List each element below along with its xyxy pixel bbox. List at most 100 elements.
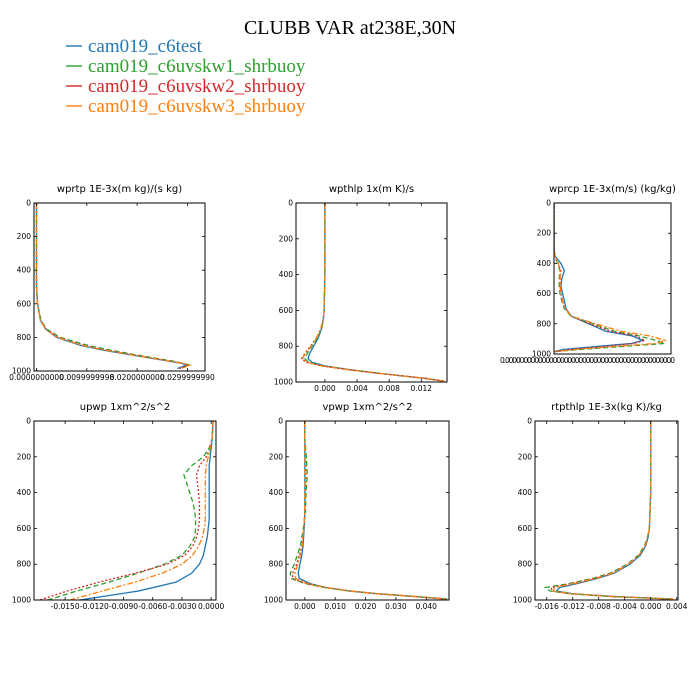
y-tick-label: 0 — [288, 199, 293, 208]
panel-3: wprcp 1E-3x(m/s) (kg/kg) 0 200 400 600 800 100… — [500, 184, 676, 365]
y-tick-label: 200 — [518, 452, 533, 461]
legend-item: cam019_c6uvskw1_shrbuoy — [66, 56, 306, 77]
legend-item: cam019_c6uvskw2_shrbuoy — [66, 76, 306, 97]
x-tick-label: -0.0150 — [51, 602, 80, 611]
panel-title: wprcp 1E-3x(m/s) (kg/kg) — [549, 184, 676, 195]
y-tick-label: 1000 — [513, 596, 532, 605]
legend-label: cam019_c6uvskw3_shrbuoy — [88, 96, 306, 117]
series-group — [554, 203, 668, 353]
plot-frame — [33, 420, 217, 601]
y-tick-label: 200 — [17, 232, 32, 241]
x-tick-label: -0.004 — [613, 602, 637, 611]
series-line — [47, 421, 214, 600]
x-tick-label: 0.0200000000 — [110, 373, 165, 382]
x-tick-label: 0.000 — [314, 384, 336, 393]
y-tick-label: 800 — [279, 342, 294, 351]
series-line — [304, 203, 445, 382]
x-tick-label: 0.0099999998 — [59, 373, 114, 382]
y-tick-label: 600 — [518, 524, 533, 533]
figure-title: CLUBB VAR at238E,30N — [244, 17, 456, 39]
series-group — [289, 421, 448, 600]
x-tick-label: 0.020 — [355, 602, 377, 611]
series-line — [35, 203, 193, 370]
y-tick-label: 600 — [17, 299, 32, 308]
y-tick-label: 1000 — [12, 367, 31, 376]
legend-label: cam019_c6uvskw1_shrbuoy — [88, 56, 306, 77]
series-line — [300, 203, 444, 382]
series-line — [554, 203, 668, 353]
y-tick-label: 600 — [537, 289, 552, 298]
x-tick-label: 0.012 — [411, 384, 433, 393]
series-line — [35, 203, 191, 370]
y-tick-label: 800 — [518, 560, 533, 569]
y-tick-label: 400 — [537, 259, 552, 268]
series-line — [39, 421, 214, 600]
x-tick-label: 0.004 — [346, 384, 368, 393]
y-tick-label: 800 — [269, 560, 284, 569]
x-tick-label: -0.0030 — [167, 602, 196, 611]
panel-title: upwp 1xm^2/s^2 — [80, 402, 170, 413]
y-tick-label: 200 — [17, 452, 32, 461]
series-group — [35, 203, 193, 370]
x-tick-label: 0.008 — [378, 384, 400, 393]
panel-6: rtpthlp 1E-3x(kg K)/kg02004006008001000-… — [513, 402, 688, 611]
y-tick-label: 200 — [269, 452, 284, 461]
y-tick-label: 0 — [278, 417, 283, 426]
x-tick-label: 0.0000 — [198, 602, 224, 611]
series-line — [35, 203, 192, 370]
series-line — [552, 421, 674, 600]
x-tick-label: -0.008 — [587, 602, 611, 611]
y-tick-label: 400 — [17, 488, 32, 497]
series-line — [79, 421, 214, 600]
panel-title: vpwp 1xm^2/s^2 — [322, 402, 412, 413]
panel-title: wprtp 1E-3x(m kg)/(s kg) — [57, 184, 182, 195]
y-tick-label: 400 — [269, 488, 284, 497]
legend-label: cam019_c6test — [88, 36, 203, 57]
y-tick-label: 0 — [26, 199, 31, 208]
series-line — [554, 203, 647, 353]
y-tick-label: 0 — [26, 417, 31, 426]
y-tick-label: 400 — [279, 270, 294, 279]
x-tick-label: -0.016 — [535, 602, 559, 611]
plot-frame — [33, 202, 206, 372]
legend: cam019_c6testcam019_c6uvskw1_shrbuoycam0… — [66, 36, 306, 117]
plot-frame — [295, 202, 448, 383]
y-tick-label: 1000 — [532, 350, 551, 359]
x-tick-label: -0.0060 — [138, 602, 167, 611]
y-tick-label: 1000 — [12, 596, 31, 605]
series-line — [554, 203, 645, 353]
series-line — [555, 421, 674, 600]
series-group — [543, 421, 674, 600]
panel-title: rtpthlp 1E-3x(kg K)/kg — [551, 402, 662, 413]
y-tick-label: 200 — [537, 229, 552, 238]
plot-frame — [285, 420, 450, 601]
x-tick-label: 0.00000000000000000000000000000000000000… — [500, 356, 675, 365]
panel-2: wpthlp 1x(m K)/s 0 200 400 600 800 1000 0.000 0.… — [274, 184, 448, 393]
x-tick-label: 0.030 — [385, 602, 407, 611]
series-group — [300, 203, 445, 382]
x-tick-label: 0.004 — [666, 602, 688, 611]
x-tick-label: 0.0000000000 — [9, 373, 64, 382]
x-tick-label: 0.000 — [640, 602, 662, 611]
x-tick-label: -0.012 — [561, 602, 585, 611]
y-tick-label: 200 — [279, 234, 294, 243]
plot-frame — [534, 420, 679, 601]
panel-5: vpwp 1xm^2/s^2 0 200 400 600 800 1000 0.000 0.01… — [264, 402, 450, 611]
plot-frame — [553, 202, 672, 355]
x-tick-label: 0.040 — [415, 602, 437, 611]
x-tick-label: 0.010 — [324, 602, 346, 611]
series-line — [289, 421, 447, 600]
series-line — [301, 203, 445, 382]
y-tick-label: 600 — [279, 306, 294, 315]
legend-item: cam019_c6test — [66, 36, 203, 57]
y-tick-label: 400 — [518, 488, 533, 497]
x-tick-label: 0.000 — [294, 602, 316, 611]
x-tick-label: -0.0120 — [80, 602, 109, 611]
y-tick-label: 800 — [537, 319, 552, 328]
y-tick-label: 400 — [17, 266, 32, 275]
y-tick-label: 600 — [17, 524, 32, 533]
series-line — [550, 421, 674, 600]
y-tick-label: 600 — [269, 524, 284, 533]
series-group — [39, 421, 214, 600]
